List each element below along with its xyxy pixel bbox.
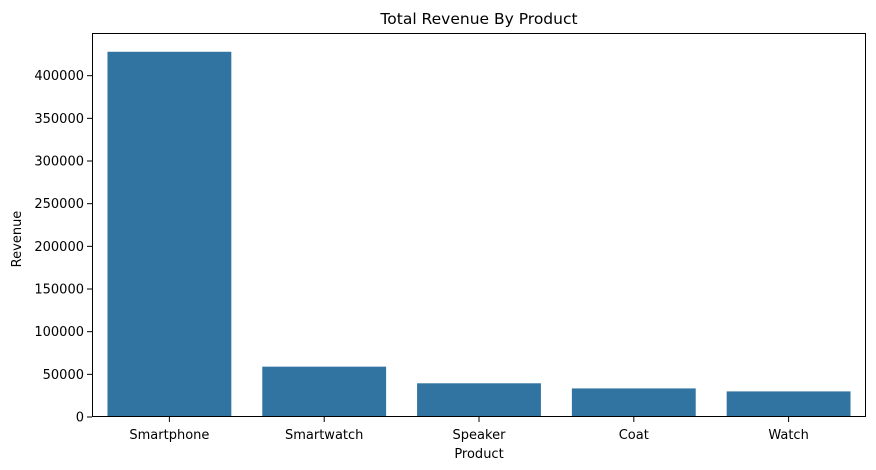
x-tick-label-watch: Watch <box>768 428 808 443</box>
y-axis: 0 50000 100000 150000 200000 250000 300000 3500… <box>34 69 92 426</box>
y-tick-label: 50000 <box>43 368 84 383</box>
x-tick-label-smartwatch: Smartwatch <box>285 428 363 443</box>
x-tick-label-smartphone: Smartphone <box>129 428 209 443</box>
bar-smartphone <box>107 51 232 417</box>
y-tick-label: 200000 <box>34 240 84 255</box>
bar-coat <box>571 388 696 417</box>
bars-group <box>107 51 851 417</box>
plot-frame <box>92 33 866 417</box>
y-axis-title: Revenue <box>10 211 25 268</box>
y-tick-label: 100000 <box>34 325 84 340</box>
y-tick-label: 250000 <box>34 197 84 212</box>
bar-speaker <box>417 383 541 417</box>
bar-watch <box>726 391 851 417</box>
y-tick-label: 0 <box>76 411 84 426</box>
x-axis-title: Product <box>454 447 503 462</box>
y-tick-label: 350000 <box>34 112 84 127</box>
y-tick-label: 400000 <box>34 69 84 84</box>
y-tick-label: 300000 <box>34 155 84 170</box>
y-tick-label: 150000 <box>34 283 84 298</box>
x-tick-label-speaker: Speaker <box>453 428 507 443</box>
x-tick-label-coat: Coat <box>619 428 649 443</box>
chart-title: Total Revenue By Product <box>379 10 577 28</box>
bar-smartwatch <box>262 366 387 417</box>
x-axis: Smartphone Smartwatch Speaker Coat Watch <box>129 417 809 443</box>
